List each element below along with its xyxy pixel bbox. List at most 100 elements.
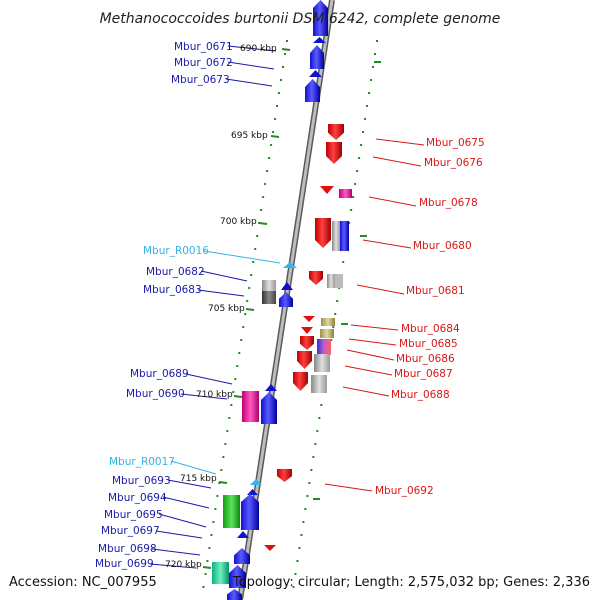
leader-line	[368, 196, 417, 207]
gene-feature	[313, 0, 328, 36]
gene-label-mbur-0683[interactable]: Mbur_0683	[143, 284, 202, 296]
gene-label-mbur-0694[interactable]: Mbur_0694	[108, 492, 167, 504]
scale-dot	[240, 339, 243, 341]
scale-dot	[278, 92, 281, 94]
gene-label-mbur-0681[interactable]: Mbur_0681	[406, 285, 465, 297]
gene-label-mbur-0678[interactable]: Mbur_0678	[419, 197, 478, 209]
scale-dot	[370, 79, 373, 81]
gene-label-mbur-0676[interactable]: Mbur_0676	[424, 157, 483, 169]
kbp-label: 710 kbp	[196, 390, 233, 400]
leader-line	[225, 78, 273, 87]
leader-line	[151, 548, 201, 556]
kbp-tick	[258, 222, 268, 225]
scale-dot	[374, 53, 377, 55]
gene-label-mbur-0692[interactable]: Mbur_0692	[375, 485, 434, 497]
gene-label-mbur-r0017[interactable]: Mbur_R0017	[109, 456, 175, 468]
gene-label-mbur-0682[interactable]: Mbur_0682	[146, 266, 205, 278]
gene-feature	[332, 221, 340, 251]
leader-line	[350, 324, 399, 331]
leader-line	[324, 483, 373, 492]
scale-dot	[232, 391, 235, 393]
scale-dot	[348, 222, 351, 224]
gene-feature	[320, 329, 334, 338]
scale-dot	[280, 79, 283, 81]
leader-line	[200, 270, 248, 282]
kbp-tick	[245, 308, 255, 311]
scale-dot	[220, 469, 223, 471]
scale-dot	[264, 183, 267, 185]
scale-dot	[202, 586, 205, 588]
gene-feature	[310, 45, 324, 69]
kbp-tick	[233, 395, 243, 398]
leader-line	[155, 530, 203, 539]
leader-line	[180, 393, 228, 400]
gene-label-mbur-0693[interactable]: Mbur_0693	[112, 475, 171, 487]
scale-dot	[308, 482, 311, 484]
gene-label-mbur-0687[interactable]: Mbur_0687	[394, 368, 453, 380]
scale-dot	[276, 105, 279, 107]
gene-feature	[283, 262, 297, 268]
gene-label-mbur-0688[interactable]: Mbur_0688	[391, 389, 450, 401]
scale-dot	[236, 365, 239, 367]
scale-dot	[212, 521, 215, 523]
gene-feature	[277, 469, 292, 482]
gene-label-mbur-0695[interactable]: Mbur_0695	[104, 509, 163, 521]
scale-dot	[262, 196, 265, 198]
gene-label-mbur-0684[interactable]: Mbur_0684	[401, 323, 460, 335]
scale-dot	[282, 66, 285, 68]
scale-dot	[224, 443, 227, 445]
gene-feature	[317, 339, 331, 355]
gene-label-mbur-0673[interactable]: Mbur_0673	[171, 74, 230, 86]
kbp-tick	[218, 481, 228, 484]
scale-dot	[356, 170, 359, 172]
leader-line	[167, 479, 212, 489]
scale-dot	[270, 144, 273, 146]
scale-dot	[376, 40, 378, 42]
gene-label-mbur-0690[interactable]: Mbur_0690	[126, 388, 185, 400]
gene-feature	[303, 316, 315, 322]
scale-dot	[254, 248, 257, 250]
scale-dot	[242, 326, 245, 328]
scale-dot	[206, 560, 209, 562]
gene-feature	[264, 545, 276, 551]
scale-dot	[332, 326, 335, 328]
scale-dot	[336, 300, 339, 302]
gene-label-mbur-0698[interactable]: Mbur_0698	[98, 543, 157, 555]
gene-feature	[326, 142, 342, 164]
gene-label-mbur-r0016[interactable]: Mbur_R0016	[143, 245, 209, 257]
leader-line	[227, 45, 277, 52]
scale-dot	[268, 157, 271, 159]
kbp-scale: 690 kbp 695 kbp 700 kbp 705 kbp 710 kbp …	[165, 44, 291, 570]
scale-dot	[286, 40, 288, 42]
gene-label-mbur-0672[interactable]: Mbur_0672	[174, 57, 233, 69]
gene-feature	[339, 189, 352, 198]
scale-dash	[341, 323, 348, 325]
scale-dot	[294, 573, 297, 575]
gene-label-mbur-0675[interactable]: Mbur_0675	[426, 137, 485, 149]
gene-label-mbur-0686[interactable]: Mbur_0686	[396, 353, 455, 365]
gene-label-mbur-0680[interactable]: Mbur_0680	[413, 240, 472, 252]
scale-dot	[230, 404, 233, 406]
gene-feature	[281, 282, 293, 290]
gene-feature	[300, 336, 314, 350]
left-gene-labels: Mbur_0671 Mbur_0672 Mbur_0673 Mbur_R0016…	[95, 41, 233, 570]
gene-label-mbur-0671[interactable]: Mbur_0671	[174, 41, 233, 53]
gene-feature	[234, 548, 250, 564]
gene-label-mbur-0697[interactable]: Mbur_0697	[101, 525, 160, 537]
gene-feature	[340, 221, 349, 251]
scale-dot	[368, 92, 371, 94]
scale-dot	[300, 534, 303, 536]
kbp-label: 695 kbp	[231, 131, 268, 141]
label-leader-lines	[149, 45, 425, 569]
scale-dot	[312, 456, 315, 458]
gene-label-mbur-0685[interactable]: Mbur_0685	[399, 338, 458, 350]
gene-label-mbur-0689[interactable]: Mbur_0689	[130, 368, 189, 380]
scale-dot	[260, 209, 263, 211]
scale-dot	[350, 209, 353, 211]
leader-line	[362, 239, 412, 249]
kbp-tick	[270, 135, 280, 138]
leader-line	[342, 386, 390, 397]
gene-label-mbur-0699[interactable]: Mbur_0699	[95, 558, 154, 570]
scale-dot	[310, 469, 313, 471]
gene-feature	[279, 292, 293, 307]
